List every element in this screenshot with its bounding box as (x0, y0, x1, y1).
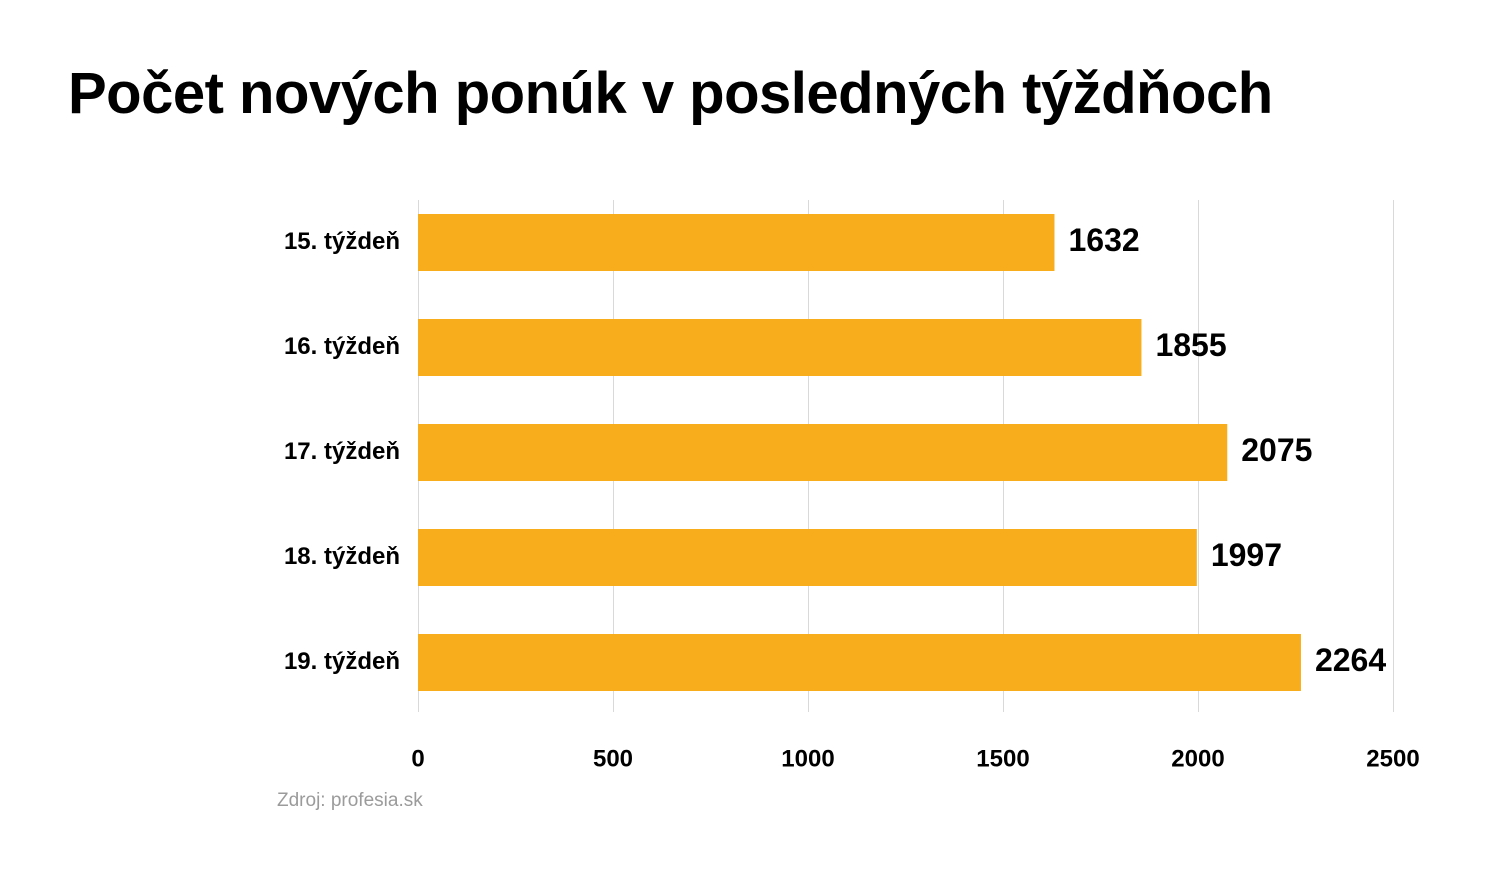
source-note: Zdroj: profesia.sk (277, 790, 423, 811)
chart-title: Počet nových ponúk v posledných týždňoch (68, 61, 1273, 126)
bar (418, 529, 1197, 586)
x-axis-tick-labels: 0 500 1000 1500 2000 2500 (411, 745, 1419, 772)
x-tick-label: 2000 (1171, 745, 1224, 772)
x-tick-label: 1500 (976, 745, 1029, 772)
category-label: 18. týždeň (284, 543, 400, 570)
bars (418, 214, 1301, 691)
bar (418, 319, 1142, 376)
bar (418, 424, 1228, 481)
category-labels: 15. týždeň 16. týždeň 17. týždeň 18. týždeň… (284, 228, 400, 675)
x-tick-label: 2500 (1366, 745, 1419, 772)
category-label: 16. týždeň (284, 333, 400, 360)
category-label: 17. týždeň (284, 438, 400, 465)
bar (418, 214, 1055, 271)
x-tick-label: 500 (593, 745, 633, 772)
value-label: 2075 (1241, 432, 1312, 468)
category-label: 19. týždeň (284, 648, 400, 675)
value-label: 1997 (1211, 537, 1282, 573)
value-label: 1632 (1068, 222, 1139, 258)
bar (418, 634, 1301, 691)
x-tick-label: 1000 (781, 745, 834, 772)
category-label: 15. týždeň (284, 228, 400, 255)
value-labels: 1632 1855 2075 1997 2264 (1068, 222, 1386, 678)
value-label: 1855 (1155, 327, 1226, 363)
x-tick-label: 0 (411, 745, 424, 772)
value-label: 2264 (1315, 642, 1386, 678)
